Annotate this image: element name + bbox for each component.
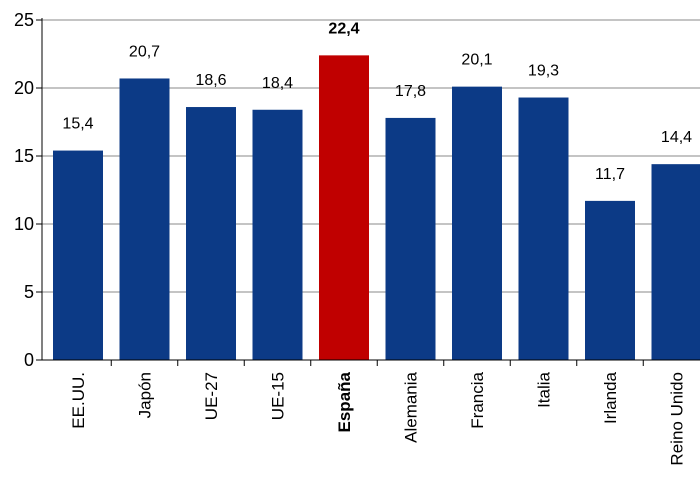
bar-italia [518, 97, 569, 361]
y-tick-label: 25 [14, 10, 34, 30]
bar-reino-unido [651, 164, 700, 360]
bar-ue-27 [186, 107, 236, 360]
data-label: 15,4 [62, 116, 93, 133]
bar-españa [319, 55, 369, 361]
bar-jap-n [119, 78, 170, 360]
category-label: UE-15 [269, 372, 288, 420]
category-label: Reino Unido [668, 372, 687, 466]
data-label: 11,7 [595, 166, 625, 183]
bar-irlanda [585, 200, 635, 360]
category-label: España [335, 371, 354, 432]
category-label: EE.UU. [69, 372, 88, 429]
bar-ee-uu- [53, 150, 103, 360]
category-label: UE-27 [202, 372, 221, 420]
data-label: 20,7 [129, 43, 160, 60]
data-label: 19,3 [528, 63, 559, 80]
data-label: 18,4 [262, 75, 293, 92]
data-label: 22,4 [328, 20, 359, 37]
category-label: Irlanda [601, 371, 620, 424]
data-label: 20,1 [461, 52, 492, 69]
bar-alemania [385, 117, 436, 360]
data-labels: 15,4 20,7 18,6 18,4 22,4 17,8 20,1 19,3 11,7 14,4 [62, 20, 692, 183]
bar-ue-15 [252, 109, 303, 360]
category-label: Francia [468, 371, 487, 428]
data-label: 18,6 [195, 72, 226, 89]
bar-francia [452, 86, 502, 360]
x-axis: EE.UU. Japón UE-27 UE-15 España Alemania Franc… [42, 359, 700, 466]
y-axis: 0 5 10 15 20 25 [14, 10, 43, 370]
data-label: 14,4 [661, 129, 692, 146]
y-tick-label: 5 [24, 282, 34, 302]
y-tick-label: 10 [14, 214, 34, 234]
category-label: Alemania [402, 371, 421, 442]
bars [53, 55, 700, 361]
y-tick-label: 15 [14, 146, 34, 166]
y-tick-label: 20 [14, 78, 34, 98]
category-label: Japón [136, 372, 155, 418]
category-label: Italia [535, 371, 554, 407]
y-tick-label: 0 [24, 350, 34, 370]
data-label: 17,8 [395, 83, 426, 100]
